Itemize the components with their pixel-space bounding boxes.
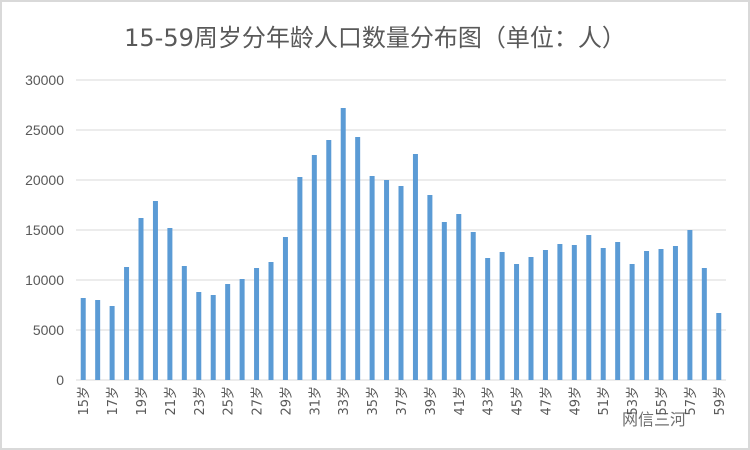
bar: [181, 266, 187, 380]
bar: [326, 140, 332, 380]
bar: [340, 108, 346, 380]
bar: [427, 195, 433, 380]
x-tick-label: 39岁: [424, 386, 439, 416]
bar: [629, 264, 635, 380]
bar: [109, 306, 115, 380]
y-tick-label: 0: [56, 372, 64, 388]
x-tick-label: 41岁: [453, 386, 468, 416]
x-tick-label: 21岁: [164, 386, 179, 416]
bar: [196, 292, 202, 380]
bar: [687, 230, 693, 380]
bar: [384, 180, 390, 380]
bar: [586, 235, 592, 380]
x-tick-label: 17岁: [106, 386, 121, 416]
x-tick-label: 37岁: [395, 386, 410, 416]
x-tick-label: 31岁: [308, 386, 323, 416]
bar: [644, 251, 650, 380]
bar: [80, 298, 86, 380]
x-tick-label: 49岁: [568, 386, 583, 416]
x-tick-label: 43岁: [482, 386, 497, 416]
y-tick-label: 15000: [25, 222, 64, 238]
x-tick-label: 19岁: [135, 386, 150, 416]
bar: [701, 268, 707, 380]
bar: [369, 176, 375, 380]
bar: [557, 244, 563, 380]
bar: [542, 250, 548, 380]
x-tick-label: 55岁: [655, 386, 670, 416]
bar: [412, 154, 418, 380]
x-tick-label: 27岁: [251, 386, 266, 416]
bar: [528, 257, 534, 380]
bar: [167, 228, 173, 380]
bar: [672, 246, 678, 380]
bar: [355, 137, 361, 380]
bar: [311, 155, 317, 380]
bar: [268, 262, 274, 380]
chart-title: 15-59周岁分年龄人口数量分布图（单位：人）: [124, 24, 626, 52]
bar: [615, 242, 621, 380]
x-tick-label: 33岁: [337, 386, 352, 416]
x-tick-label: 35岁: [366, 386, 381, 416]
bar: [485, 258, 491, 380]
bar: [254, 268, 260, 380]
x-tick-label: 29岁: [279, 386, 294, 416]
bar: [124, 267, 130, 380]
bar: [282, 237, 288, 380]
bar: [470, 232, 476, 380]
x-tick-label: 57岁: [684, 386, 699, 416]
x-tick-label: 15岁: [77, 386, 92, 416]
bar: [600, 248, 606, 380]
y-tick-label: 5000: [33, 322, 64, 338]
watermark: 网信三河: [622, 410, 687, 429]
bar: [225, 284, 231, 380]
x-tick-label: 51岁: [597, 386, 612, 416]
y-tick-label: 20000: [25, 172, 64, 188]
bar: [456, 214, 462, 380]
bar: [239, 279, 245, 380]
bar: [716, 313, 722, 380]
bar: [297, 177, 303, 380]
x-tick-label: 59岁: [713, 386, 728, 416]
bar: [499, 252, 505, 380]
x-tick-label: 25岁: [222, 386, 237, 416]
bar: [571, 245, 577, 380]
bar: [152, 201, 158, 380]
y-tick-label: 30000: [25, 72, 64, 88]
bar: [138, 218, 144, 380]
bar: [514, 264, 520, 380]
y-tick-label: 10000: [25, 272, 64, 288]
y-tick-label: 25000: [25, 122, 64, 138]
bar: [658, 249, 664, 380]
bar: [210, 295, 216, 380]
x-tick-label: 23岁: [193, 386, 208, 416]
x-tick-label: 47岁: [539, 386, 554, 416]
bar: [398, 186, 404, 380]
bar: [441, 222, 447, 380]
bar: [95, 300, 101, 380]
x-tick-label: 53岁: [626, 386, 641, 416]
x-tick-label: 45岁: [511, 386, 526, 416]
